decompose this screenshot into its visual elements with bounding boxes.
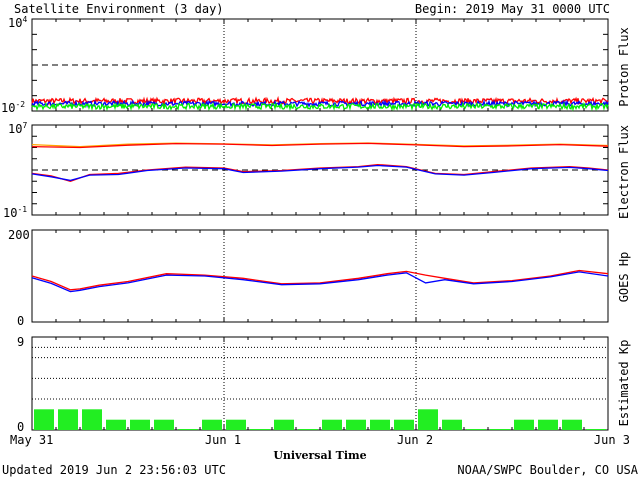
updated-label: Updated 2019 Jun 2 23:56:03 UTC xyxy=(2,463,226,477)
hp-ytick-bottom: 0 xyxy=(17,314,24,328)
kp-bar xyxy=(82,409,102,430)
kp-bar xyxy=(586,429,606,430)
source-label: NOAA/SWPC Boulder, CO USA xyxy=(457,463,638,477)
kp-bar xyxy=(274,419,294,430)
kp-ytick-top: 9 xyxy=(17,335,24,349)
xtick-may31: May 31 xyxy=(10,433,53,447)
electron-ytick-bottom: 10-1 xyxy=(3,205,27,220)
kp-bar xyxy=(562,419,582,430)
kp-bar xyxy=(106,419,126,430)
x-axis-label: Universal Time xyxy=(273,449,366,462)
xtick-jun1: Jun 1 xyxy=(205,433,241,447)
kp-bar xyxy=(154,419,174,430)
kp-bar xyxy=(346,419,366,430)
proton-ytick-bottom: 10-2 xyxy=(1,100,25,115)
chart-title: Satellite Environment (3 day) xyxy=(14,2,224,16)
hp-series-1 xyxy=(31,271,609,293)
proton-ytick-top: 104 xyxy=(8,15,27,30)
electron-series-3 xyxy=(31,164,609,182)
kp-bar xyxy=(34,409,54,430)
kp-bar xyxy=(130,419,150,430)
xtick-jun3: Jun 3 xyxy=(594,433,630,447)
kp-bar xyxy=(394,419,414,430)
kp-bar xyxy=(250,429,270,430)
goes-hp-label: GOES Hp xyxy=(617,252,631,303)
electron-ytick-top: 107 xyxy=(8,121,27,136)
kp-bar xyxy=(58,409,78,430)
kp-bar xyxy=(202,419,222,430)
electron-series-2 xyxy=(31,163,609,182)
electron-flux-label: Electron Flux xyxy=(617,125,631,219)
hp-series-0 xyxy=(31,269,609,291)
kp-bar xyxy=(442,419,462,430)
kp-bar xyxy=(298,429,318,430)
electron-series-1 xyxy=(31,142,609,149)
kp-bar xyxy=(418,409,438,430)
proton-series-green xyxy=(31,101,609,112)
xtick-jun2: Jun 2 xyxy=(397,433,433,447)
kp-bar xyxy=(226,419,246,430)
kp-ytick-bottom: 0 xyxy=(17,420,24,434)
kp-bar xyxy=(322,419,342,430)
kp-bar xyxy=(538,419,558,430)
kp-bar xyxy=(178,429,198,430)
estimated-kp-label: Estimated Kp xyxy=(617,340,631,427)
kp-bar xyxy=(514,419,534,430)
kp-bar xyxy=(370,419,390,430)
begin-label: Begin: 2019 May 31 0000 UTC xyxy=(415,2,610,16)
kp-bar xyxy=(490,429,510,430)
proton-flux-label: Proton Flux xyxy=(617,27,631,106)
kp-bar xyxy=(466,429,486,430)
hp-ytick-top: 200 xyxy=(8,228,30,242)
